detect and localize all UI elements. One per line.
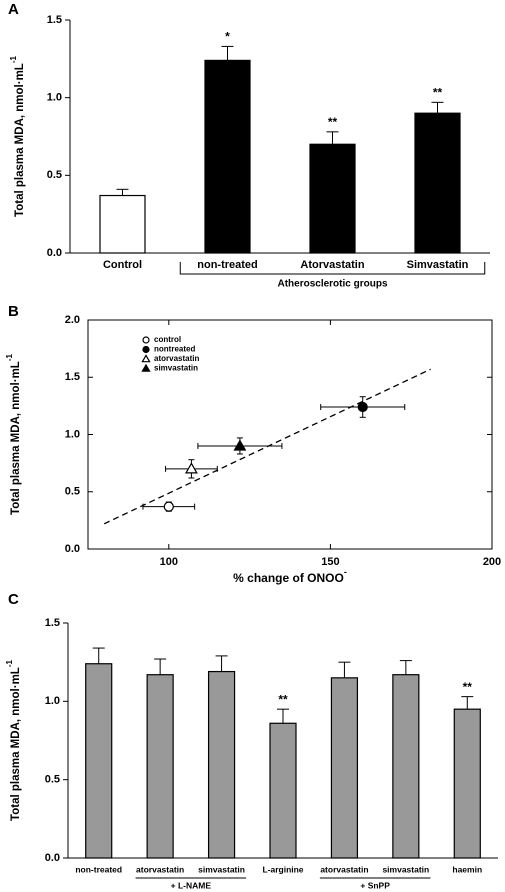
y-tick-label: 0.5 <box>45 774 60 786</box>
bar <box>453 708 481 859</box>
bar <box>309 143 356 254</box>
x-axis-label: % change of ONOO- <box>233 567 347 585</box>
marker <box>357 401 368 413</box>
legend-label: atorvastatin <box>154 354 199 363</box>
y-tick-label: 0.5 <box>65 486 80 498</box>
bar <box>99 194 146 254</box>
y-axis-label-sup: -1 <box>9 56 18 64</box>
group-label: + SnPP <box>360 880 390 890</box>
x-tick-label: 100 <box>160 556 178 568</box>
bar <box>269 722 297 859</box>
y-tick-label: 0.0 <box>65 543 80 555</box>
group-bracket <box>179 262 486 275</box>
marker <box>233 439 247 451</box>
y-axis-label: Total plasma MDA, nmol·mL-1 <box>5 660 22 821</box>
y-axis-label: Total plasma MDA, nmol·mL-1 <box>9 56 26 217</box>
y-tick-label: 2.0 <box>65 314 80 326</box>
legend-label: nontreated <box>154 345 195 354</box>
x-tick-label: Atorvastatin <box>300 259 364 271</box>
y-axis-label-text: Total plasma MDA, nmol·mL <box>10 667 22 821</box>
legend-marker <box>141 363 151 372</box>
y-tick-label: 1.5 <box>65 371 80 383</box>
plot-frame <box>87 319 493 550</box>
y-tick-label: 0.0 <box>47 247 62 259</box>
x-tick-label: simvastatin <box>382 864 429 874</box>
y-axis-label-sup: -1 <box>5 660 14 668</box>
bar <box>392 674 420 859</box>
y-axis-label-text: Total plasma MDA, nmol·mL <box>14 63 26 217</box>
y-tick-label: 1.0 <box>47 92 62 104</box>
marker <box>184 462 198 474</box>
y-tick-label: 1.5 <box>45 617 60 629</box>
panel-label: C <box>8 591 19 608</box>
panel-label: A <box>8 1 19 18</box>
x-tick-label: atorvastatin <box>320 864 368 874</box>
y-axis-label-sup: -1 <box>5 354 14 362</box>
bar <box>85 663 113 859</box>
x-tick-label: Control <box>103 259 142 271</box>
significance-label: ** <box>278 692 288 706</box>
y-tick-label: 1.0 <box>65 428 80 440</box>
x-tick-label: atorvastatin <box>136 864 184 874</box>
x-tick-label: simvastatin <box>198 864 245 874</box>
x-axis-label-sup: - <box>344 567 347 577</box>
bar <box>146 674 174 859</box>
fit-line <box>103 368 431 525</box>
marker <box>163 501 174 512</box>
y-axis-label-text: Total plasma MDA, nmol·mL <box>10 361 22 515</box>
y-axis-label: Total plasma MDA, nmol·mL-1 <box>5 354 22 515</box>
y-tick-label: 0.0 <box>45 852 60 864</box>
legend-marker <box>142 345 150 354</box>
legend-marker <box>141 354 151 363</box>
x-tick-label: non-treated <box>75 864 122 874</box>
legend-label: simvastatin <box>154 364 198 373</box>
significance-label: ** <box>328 115 338 129</box>
x-axis-label-text: % change of ONOO <box>233 571 344 585</box>
significance-label: * <box>225 30 230 44</box>
significance-label: ** <box>433 85 443 99</box>
x-tick-label: 150 <box>321 556 339 568</box>
bar <box>330 677 359 859</box>
group-label: + L-NAME <box>171 880 212 890</box>
bar <box>204 59 251 254</box>
x-tick-label: non-treated <box>197 259 258 271</box>
panel-label: B <box>8 303 19 320</box>
group-label: Atherosclerotic groups <box>277 279 387 290</box>
y-tick-label: 1.5 <box>47 14 62 26</box>
legend-marker <box>142 336 150 344</box>
x-tick-label: L-arginine <box>262 864 303 874</box>
y-tick-label: 1.0 <box>45 695 60 707</box>
legend-label: control <box>154 335 181 344</box>
bar <box>207 670 236 859</box>
x-tick-label: haemin <box>452 864 482 874</box>
significance-label: ** <box>463 680 473 694</box>
x-tick-label: Simvastatin <box>407 259 469 271</box>
bar <box>414 112 461 254</box>
y-tick-label: 0.5 <box>47 169 62 181</box>
x-tick-label: 200 <box>483 556 501 568</box>
